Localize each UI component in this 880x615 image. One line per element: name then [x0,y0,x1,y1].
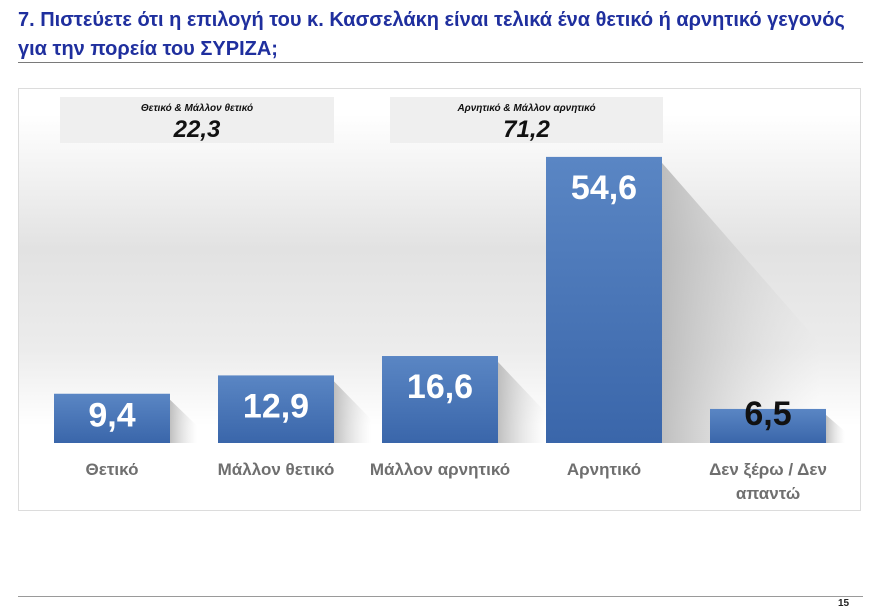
bar-4 [710,408,826,443]
summary-negative-value: 71,2 [503,116,550,143]
category-label-3: Αρνητικό [567,460,641,479]
summary-positive-value: 22,3 [173,116,221,143]
bar-value-label-0: 9,4 [88,397,135,435]
bar-chart: 9,4 12,9 16,6 54,6 6,5 Θετικό Μάλλον θετικό Μά… [54,156,845,503]
bar-value-label-1: 12,9 [243,387,309,425]
bar-value-label-4: 6,5 [744,395,791,433]
page-number: 15 [838,598,850,609]
footer-divider [18,596,863,597]
bar-shadow [662,162,820,443]
category-label-0: Θετικό [86,460,139,479]
summary-negative: Αρνητικό & Μάλλον αρνητικό 71,2 [390,97,663,143]
category-label-1: Μάλλον θετικό [218,460,335,479]
summary-negative-label: Αρνητικό & Μάλλον αρνητικό [457,103,596,114]
bar-shadow [498,362,546,443]
bar-shadow [334,381,372,443]
bar-3 [546,156,662,443]
bar-value-label-3: 54,6 [571,169,637,207]
bar-shadow [826,414,845,443]
bar-value-label-2: 16,6 [407,368,473,406]
category-label-4: Δεν ξέρω / Δεν απαντώ [709,460,827,503]
summary-positive: Θετικό & Μάλλον θετικό 22,3 [60,97,334,143]
bar-0 [54,393,170,443]
summary-positive-label: Θετικό & Μάλλον θετικό [140,103,254,114]
bar-2 [382,356,498,443]
page-title: 7. Πιστεύετε ότι η επιλογή του κ. Κασσελ… [18,9,845,60]
bar-shadow [170,399,198,443]
chart-panel: Θετικό & Μάλλον θετικό 22,3 Αρνητικό & Μ… [18,88,861,511]
bar-1 [218,375,334,443]
category-label-2: Μάλλον αρνητικό [370,460,510,479]
title-divider [18,62,863,63]
